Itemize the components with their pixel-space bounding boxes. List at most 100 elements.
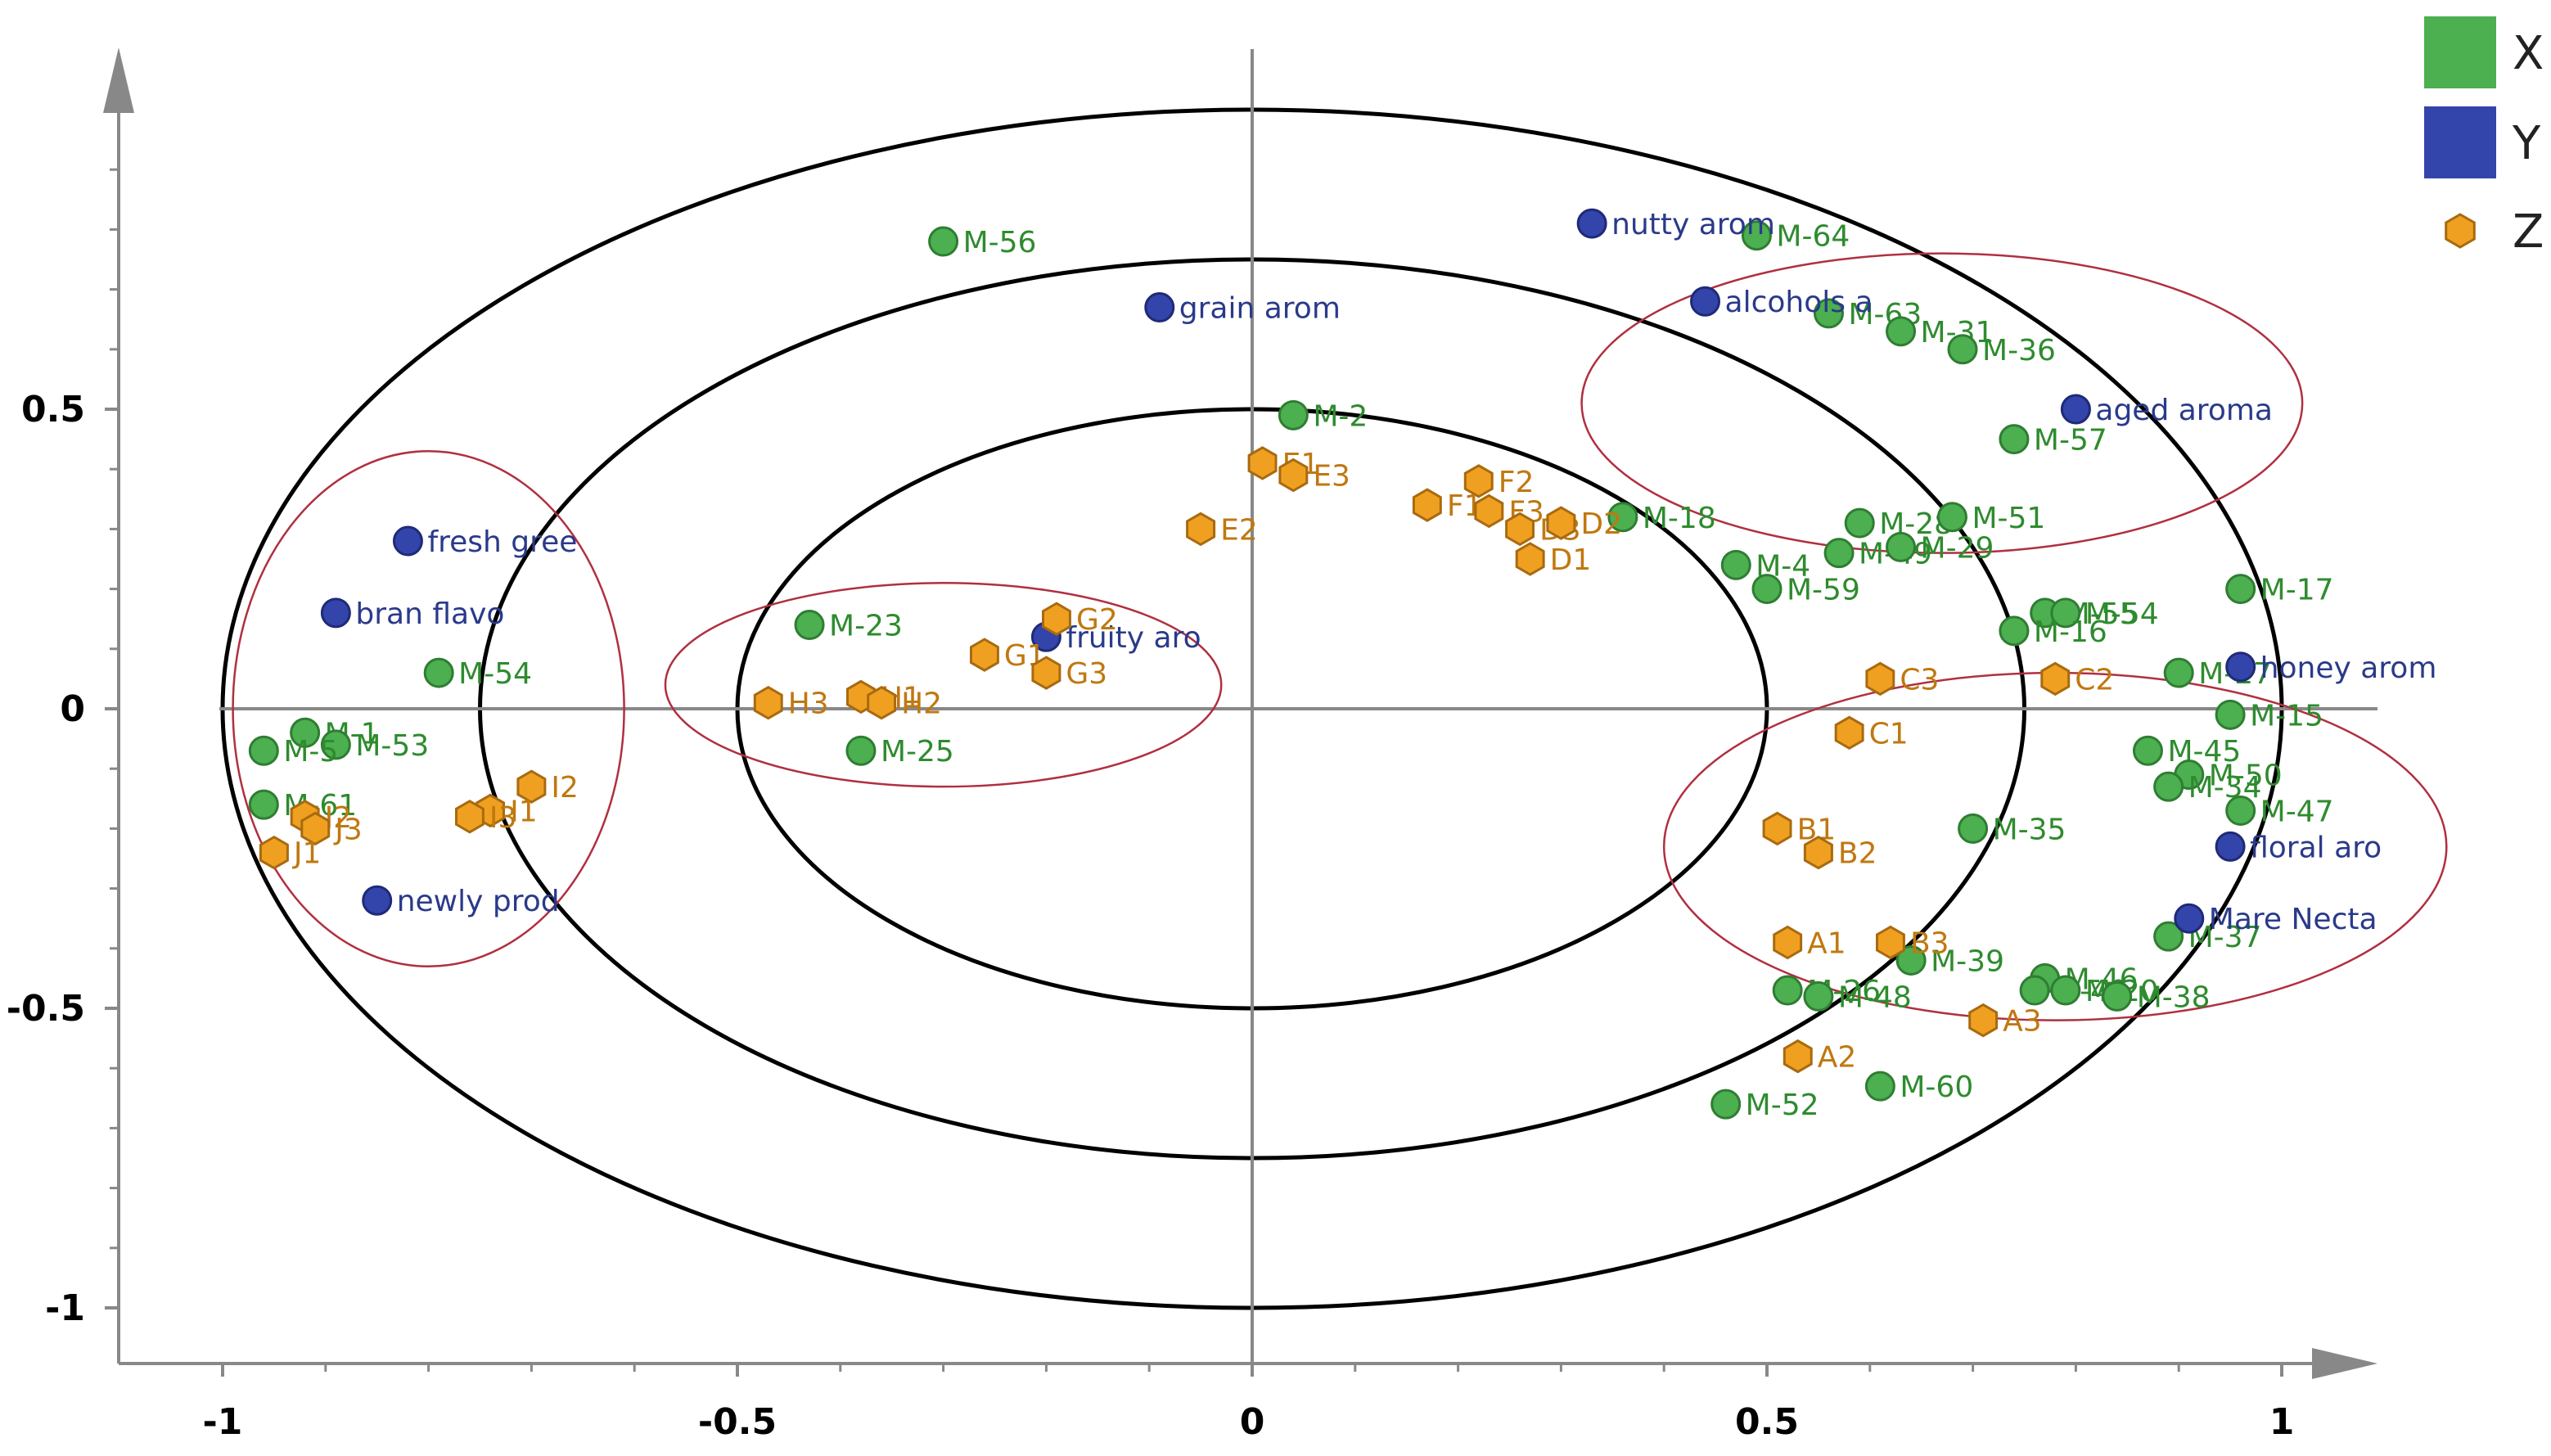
legend-label-X: X	[2513, 27, 2544, 80]
point-label: M-52	[1746, 1089, 1819, 1122]
x-tick-label: -0.5	[698, 1401, 777, 1443]
point-label: M-25	[881, 735, 954, 769]
point-label: A3	[2003, 1005, 2042, 1039]
y-tick-label: 0	[60, 688, 85, 730]
point-Y-nutty arom	[1576, 208, 1607, 239]
point-label: bran flavo	[355, 597, 504, 631]
point-label: G2	[1076, 603, 1118, 637]
point-label: M-59	[1787, 574, 1860, 607]
point-Y-grain arom	[1144, 292, 1175, 323]
point-X-M-37	[2153, 921, 2184, 952]
cluster-ellipse-1	[232, 449, 625, 968]
point-X-M-36	[1947, 334, 1978, 365]
point-label: J3	[333, 813, 363, 846]
x-tick-label: -1	[203, 1401, 243, 1443]
point-Z-C2	[2040, 661, 2071, 696]
point-Z-H3	[753, 685, 783, 720]
legend-marker-X	[2424, 16, 2496, 88]
point-X-M-47	[2225, 795, 2256, 826]
point-X-M-20	[2050, 975, 2081, 1006]
point-label: D1	[1550, 543, 1592, 577]
point-label: E2	[1220, 513, 1258, 547]
point-X-M-52	[1710, 1089, 1742, 1120]
point-label: G3	[1066, 657, 1107, 691]
data-points: M-56 M-64M-63M-31M-36M-57M-2M-18 M-28 M-51M…	[248, 208, 2436, 1122]
point-Z-F1	[1412, 488, 1442, 522]
point-Z-F2	[1463, 464, 1494, 498]
y-tick-label: 0.5	[21, 389, 85, 430]
point-X-M-4	[1720, 549, 1751, 580]
point-label: I3	[489, 801, 517, 835]
point-label: M-60	[1900, 1071, 1973, 1104]
point-label: M-36	[1982, 334, 2056, 367]
point-label: M-56	[963, 226, 1037, 259]
point-label: F2	[1499, 466, 1535, 499]
point-X-M-28	[1844, 507, 1875, 539]
point-Y-Mare Necta	[2174, 903, 2205, 934]
point-Y-bran flavo	[320, 597, 351, 629]
point-label: C1	[1869, 717, 1909, 751]
point-X-M-29	[1886, 531, 1917, 562]
y-tick-label: -0.5	[7, 988, 85, 1030]
point-Z-B1	[1762, 811, 1792, 846]
point-label: M-64	[1776, 220, 1850, 254]
point-label: I1	[510, 795, 538, 828]
point-Z-J3	[300, 811, 331, 846]
point-Z-G2	[1042, 602, 1071, 636]
point-X-M-57	[1999, 424, 2030, 455]
point-label: M-15	[2250, 699, 2323, 733]
point-label: aged aroma	[2095, 394, 2273, 427]
point-label: M-29	[1921, 531, 1994, 565]
point-X-M-49	[1823, 538, 1855, 569]
point-label: M-2	[1313, 399, 1368, 433]
point-X-M-63	[1813, 298, 1844, 329]
point-Z-D3	[1505, 512, 1535, 547]
legend: XYZ	[2424, 16, 2544, 259]
point-X-M-15	[2215, 699, 2246, 730]
point-X-M-53	[320, 729, 351, 760]
legend-marker-Z	[2445, 213, 2476, 249]
point-Y-newly prod	[362, 885, 393, 916]
point-X-M-64	[1741, 220, 1772, 251]
point-label: C2	[2075, 663, 2114, 696]
cluster-ellipse-2	[664, 582, 1223, 788]
legend-label-Z: Z	[2513, 205, 2544, 259]
point-X-M-54	[423, 657, 454, 688]
point-Z-F3	[1474, 494, 1504, 529]
y-axis-arrow	[103, 47, 134, 113]
point-label: M-23	[829, 610, 903, 643]
point-X-M-34	[2153, 771, 2184, 802]
point-Z-C1	[1834, 715, 1864, 751]
point-label: B3	[1910, 926, 1949, 960]
point-Z-E1	[1247, 446, 1278, 480]
point-label: M-48	[1838, 980, 1912, 1014]
point-Y-fresh gree	[392, 525, 423, 557]
point-X-M-54	[2050, 597, 2081, 629]
legend-label-Y: Y	[2512, 117, 2541, 170]
point-X-M-17	[2225, 574, 2256, 605]
point-X-M-61	[248, 789, 279, 820]
tick-labels: -1 -0.5 0 0.5 1 0.5 0 -0.5 -1	[7, 389, 2295, 1443]
point-X-M-38	[2102, 980, 2133, 1012]
point-label: I2	[551, 771, 579, 805]
point-label: nutty arom	[1611, 208, 1775, 241]
point-label: H2	[901, 687, 942, 721]
point-label: M-54	[458, 657, 532, 691]
axes	[103, 47, 2377, 1379]
point-label: M-47	[2260, 795, 2334, 828]
point-label: alcohols a	[1725, 286, 1873, 319]
point-Z-G1	[970, 638, 999, 672]
point-X-M-16	[1999, 615, 2030, 647]
point-X-M-18	[1607, 502, 1638, 533]
point-label: M-35	[1993, 813, 2066, 846]
point-label: M-53	[355, 729, 429, 763]
point-Z-B3	[1876, 925, 1905, 960]
point-label: M-38	[2137, 980, 2211, 1014]
point-X-M-5	[248, 735, 279, 766]
point-label: A1	[1807, 926, 1846, 960]
point-Z-C3	[1865, 661, 1895, 696]
point-X-M-31	[1886, 316, 1917, 347]
point-Z-I3	[455, 800, 485, 834]
point-label: M-18	[1643, 502, 1716, 535]
